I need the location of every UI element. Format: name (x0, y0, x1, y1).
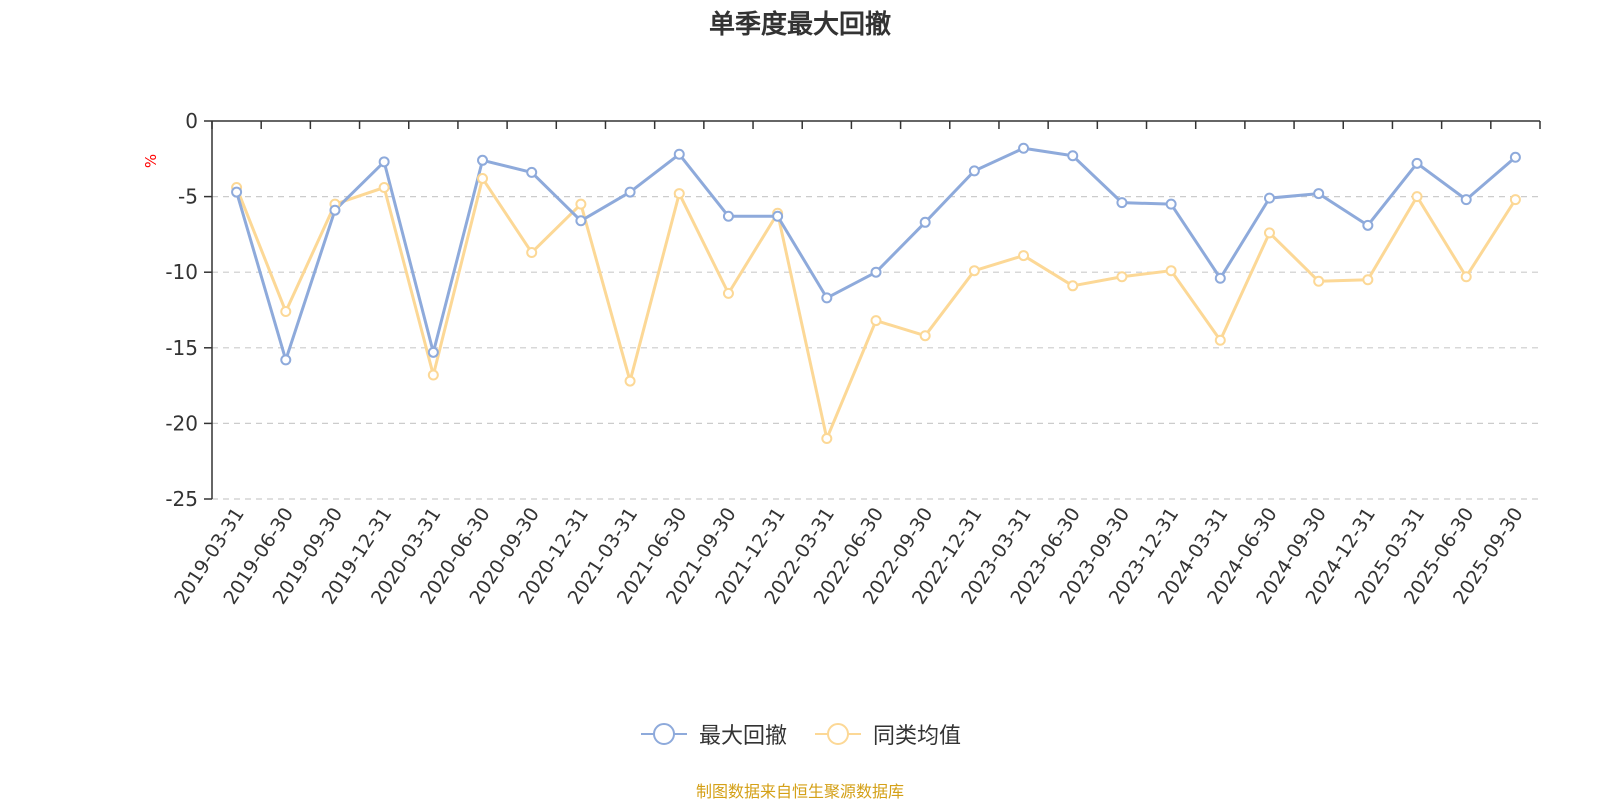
data-point-drawdown (722, 210, 734, 222)
data-point-drawdown (526, 166, 538, 178)
data-point-peer-average (427, 369, 439, 381)
data-point-drawdown (1018, 142, 1030, 154)
data-point-peer-average (1116, 271, 1128, 283)
data-point-peer-average (968, 265, 980, 277)
data-point-drawdown (870, 266, 882, 278)
data-point-drawdown (1214, 272, 1226, 284)
data-point-peer-average (1263, 227, 1275, 239)
data-point-drawdown (427, 346, 439, 358)
data-point-peer-average (526, 247, 538, 259)
data-point-drawdown (1116, 197, 1128, 209)
data-point-drawdown (1460, 194, 1472, 206)
source-note: 制图数据来自恒生聚源数据库 (695, 782, 904, 801)
data-point-peer-average (870, 315, 882, 327)
grid-layer (212, 196, 1540, 500)
data-point-peer-average (1018, 250, 1030, 262)
series-line-drawdown (235, 146, 1517, 362)
data-point-drawdown (1411, 157, 1423, 169)
data-point-drawdown (1067, 150, 1079, 162)
data-point-peer-average (1411, 191, 1423, 203)
data-point-peer-average (477, 172, 489, 184)
data-point-drawdown (1509, 151, 1521, 163)
data-point-peer-average (1165, 265, 1177, 277)
data-point-drawdown (1263, 192, 1275, 204)
data-point-drawdown (1362, 219, 1374, 231)
data-point-drawdown (1313, 188, 1325, 200)
legend-item-peer-average[interactable]: 同类均值 (813, 718, 961, 750)
y-tick-label: -15 (165, 336, 198, 360)
legend-label-drawdown: 最大回撤 (698, 724, 787, 749)
series-line-peer-average (235, 176, 1517, 441)
data-point-drawdown (968, 165, 980, 177)
data-point-drawdown (329, 204, 341, 216)
legend-label-peer-average: 同类均值 (873, 724, 962, 749)
data-point-peer-average (1214, 334, 1226, 346)
data-point-peer-average (1362, 274, 1374, 286)
y-tick-label: -5 (178, 185, 198, 209)
data-point-peer-average (1460, 271, 1472, 283)
data-point-peer-average (919, 330, 931, 342)
data-point-peer-average (624, 375, 636, 387)
data-point-drawdown (821, 292, 833, 304)
data-point-peer-average (1509, 194, 1521, 206)
axis-layer: 0-5-10-15-20-25%2019-03-312019-06-302019… (142, 109, 1541, 608)
data-point-peer-average (1067, 280, 1079, 292)
data-point-drawdown (1165, 198, 1177, 210)
data-point-drawdown (280, 354, 292, 366)
y-axis-unit-label: % (142, 154, 160, 168)
data-point-peer-average (722, 287, 734, 299)
chart-title: 单季度最大回撤 (708, 10, 891, 40)
legend-marker-peer-average-icon (815, 723, 861, 745)
data-point-drawdown (624, 186, 636, 198)
data-point-peer-average (673, 188, 685, 200)
data-point-drawdown (919, 216, 931, 228)
data-point-drawdown (673, 148, 685, 160)
data-point-peer-average (1313, 275, 1325, 287)
data-point-peer-average (378, 182, 390, 194)
series-layer (231, 142, 1521, 445)
y-tick-label: -25 (165, 487, 198, 511)
data-point-peer-average (575, 198, 587, 210)
legend-marker-drawdown-icon (640, 723, 687, 745)
y-tick-label: 0 (185, 109, 198, 133)
line-chart: 0-5-10-15-20-25%2019-03-312019-06-302019… (142, 109, 1541, 608)
data-point-peer-average (280, 306, 292, 318)
data-point-peer-average (821, 433, 833, 445)
data-point-drawdown (378, 156, 390, 168)
y-tick-label: -10 (165, 260, 198, 284)
data-point-drawdown (477, 154, 489, 166)
data-point-drawdown (231, 186, 243, 198)
data-point-drawdown (772, 210, 784, 222)
y-tick-label: -20 (165, 411, 198, 435)
legend-item-drawdown[interactable]: 最大回撤 (639, 718, 787, 750)
data-point-drawdown (575, 215, 587, 227)
legend: 最大回撤 同类均值 (0, 718, 1600, 750)
